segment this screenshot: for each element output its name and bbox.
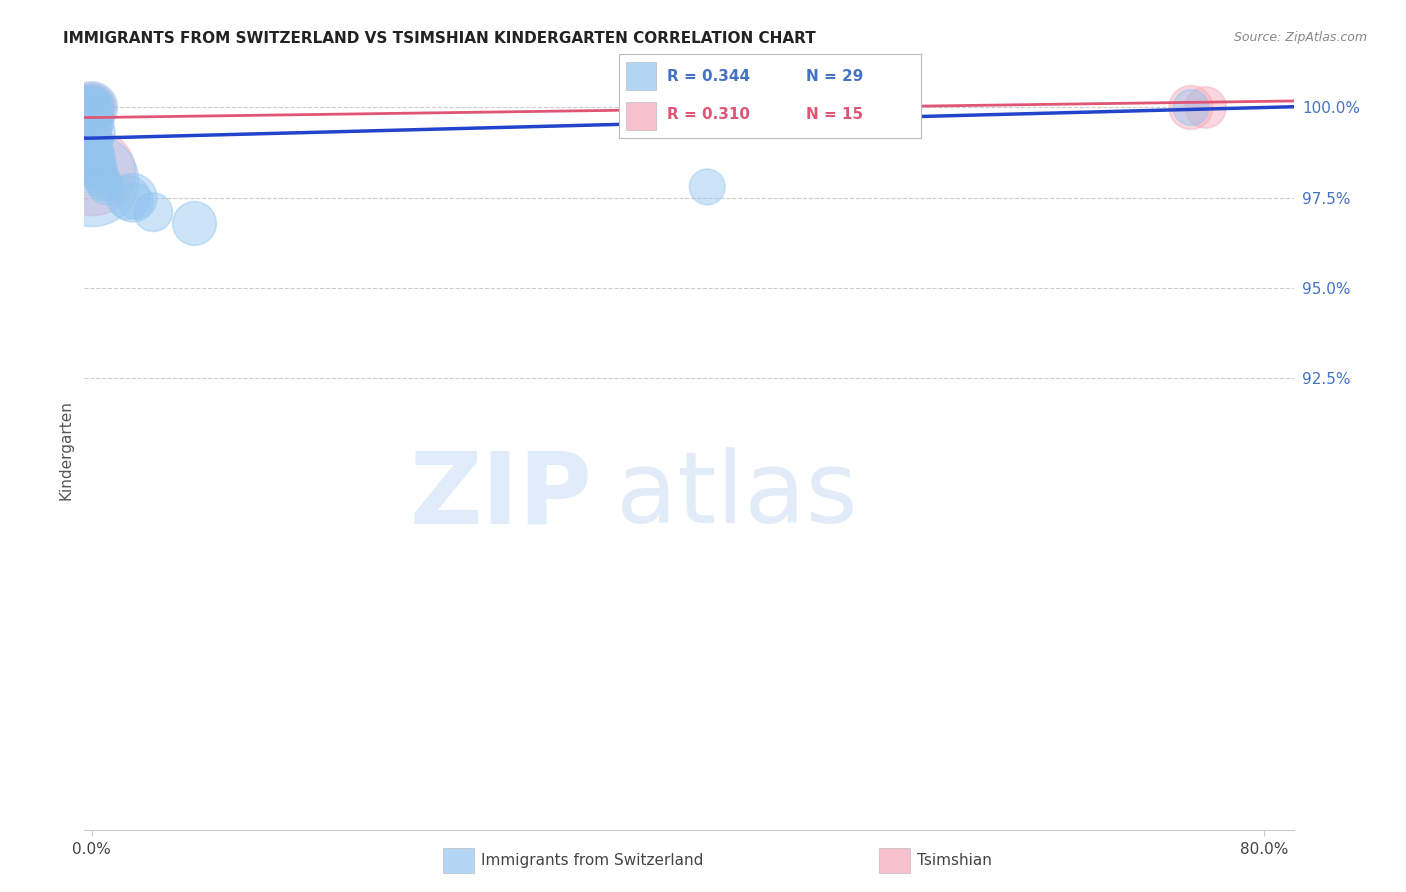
Text: Tsimshian: Tsimshian — [917, 854, 991, 868]
Text: Immigrants from Switzerland: Immigrants from Switzerland — [481, 854, 703, 868]
Point — [80, 100, 103, 114]
Point — [82, 126, 104, 140]
Point — [89, 169, 111, 183]
Point — [83, 133, 105, 147]
Point — [91, 172, 114, 186]
Point — [80, 100, 103, 114]
FancyBboxPatch shape — [626, 62, 657, 90]
Text: N = 29: N = 29 — [806, 69, 863, 84]
Point — [124, 194, 146, 209]
Text: IMMIGRANTS FROM SWITZERLAND VS TSIMSHIAN KINDERGARTEN CORRELATION CHART: IMMIGRANTS FROM SWITZERLAND VS TSIMSHIAN… — [63, 31, 815, 46]
Point — [84, 151, 107, 165]
Point — [80, 100, 103, 114]
Point — [1180, 100, 1202, 114]
Point — [80, 108, 103, 122]
Point — [80, 172, 103, 186]
Point — [82, 140, 104, 154]
Point — [80, 100, 103, 114]
Text: atlas: atlas — [616, 448, 858, 544]
Text: R = 0.310: R = 0.310 — [666, 107, 749, 122]
Point — [142, 205, 165, 219]
Point — [117, 191, 139, 205]
Point — [80, 100, 103, 114]
Point — [84, 154, 107, 169]
Point — [696, 180, 718, 194]
Point — [80, 100, 103, 114]
Point — [83, 140, 105, 154]
Point — [84, 147, 107, 161]
Text: R = 0.344: R = 0.344 — [666, 69, 751, 84]
Point — [80, 100, 103, 114]
Point — [80, 100, 103, 114]
Point — [80, 115, 103, 129]
Point — [80, 115, 103, 129]
Point — [86, 158, 108, 172]
Point — [93, 176, 115, 190]
Point — [87, 165, 110, 179]
Point — [1194, 100, 1216, 114]
Point — [183, 216, 205, 230]
Point — [96, 180, 118, 194]
Text: ZIP: ZIP — [409, 448, 592, 544]
Point — [83, 147, 105, 161]
Point — [87, 161, 110, 176]
Point — [80, 100, 103, 114]
Point — [80, 126, 103, 140]
Y-axis label: Kindergarten: Kindergarten — [58, 401, 73, 500]
Point — [1180, 100, 1202, 114]
Point — [121, 191, 143, 205]
Point — [80, 165, 103, 179]
FancyBboxPatch shape — [626, 103, 657, 130]
Point — [86, 158, 108, 172]
Point — [82, 119, 104, 133]
Text: Source: ZipAtlas.com: Source: ZipAtlas.com — [1233, 31, 1367, 45]
Point — [82, 133, 104, 147]
Text: N = 15: N = 15 — [806, 107, 863, 122]
